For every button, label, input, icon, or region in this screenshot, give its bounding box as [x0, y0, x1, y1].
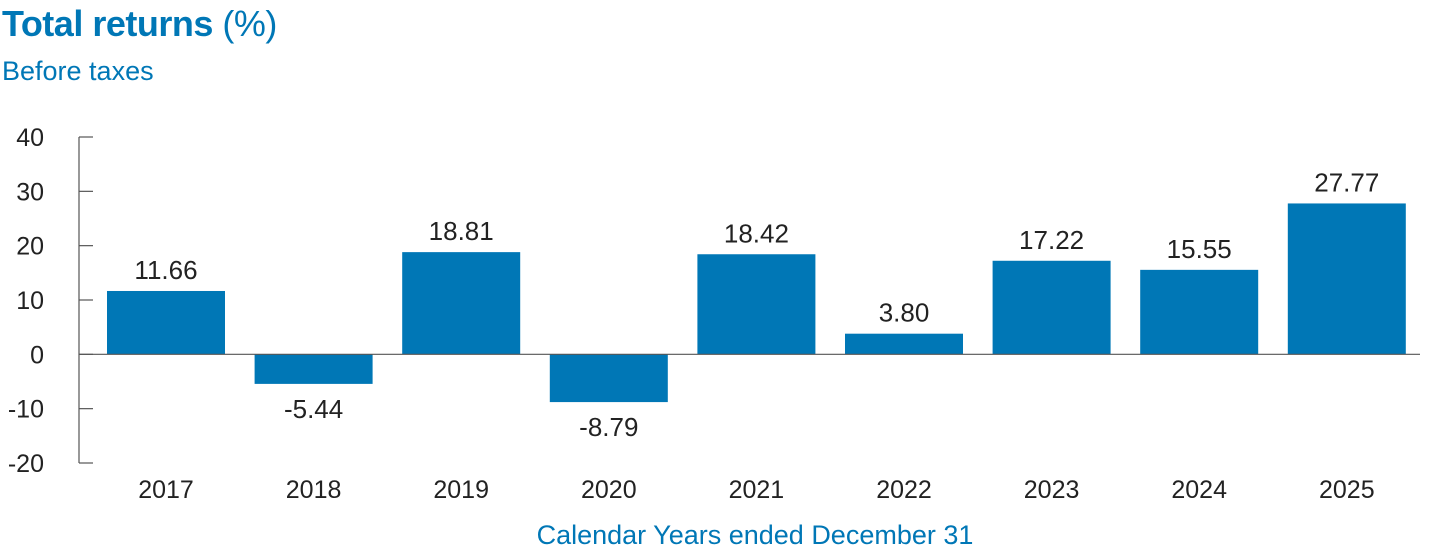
y-tick-label: 30	[16, 178, 44, 206]
y-tick-label: 10	[16, 287, 44, 315]
bars	[107, 203, 1406, 403]
x-axis: 2017 2018 2019 2020 2021 2022 2023 2024 2025	[138, 476, 1374, 504]
x-tick-label-2018: 2018	[286, 476, 342, 504]
y-tick-label: 40	[16, 124, 44, 152]
bar-2017	[107, 290, 225, 355]
x-tick-label-2025: 2025	[1319, 476, 1375, 504]
x-tick-label-2024: 2024	[1171, 476, 1227, 504]
data-labels: 11.66 -5.44 18.81 -8.79 18.42 3.80 17.22 15.55 2…	[134, 167, 1379, 442]
bar-2019	[402, 252, 521, 355]
title-block: Total returns (%) Before taxes	[2, 2, 277, 88]
y-tick-label: -20	[8, 450, 44, 478]
data-label-2023: 17.22	[1019, 225, 1084, 255]
bar-2024	[1140, 269, 1259, 355]
bar-2025	[1287, 203, 1406, 355]
data-label-2018: -5.44	[284, 394, 343, 424]
chart-subtitle: Before taxes	[2, 56, 154, 86]
data-label-2024: 15.55	[1167, 234, 1232, 264]
data-label-2025: 27.77	[1314, 167, 1379, 197]
data-label-2019: 18.81	[429, 216, 494, 246]
bar-2023	[992, 260, 1111, 355]
y-axis: 40 30 20 10 0 -10 -20	[8, 124, 93, 478]
chart-title-unit: (%)	[222, 3, 277, 44]
data-label-2022: 3.80	[879, 298, 930, 328]
chart-title-main: Total returns	[2, 3, 213, 44]
data-label-2017: 11.66	[134, 255, 197, 285]
bar-2018	[254, 354, 373, 384]
x-tick-label-2020: 2020	[581, 476, 637, 504]
x-tick-label-2023: 2023	[1024, 476, 1080, 504]
y-tick-label: -10	[8, 396, 44, 424]
x-tick-label-2022: 2022	[876, 476, 932, 504]
x-tick-label-2019: 2019	[433, 476, 489, 504]
bar-2021	[697, 254, 816, 355]
y-tick-label: 20	[16, 233, 44, 261]
data-label-2020: -8.79	[579, 412, 638, 442]
data-label-2021: 18.42	[724, 218, 789, 248]
x-tick-label-2017: 2017	[138, 476, 194, 504]
bar-2020	[549, 354, 668, 403]
x-axis-title: Calendar Years ended December 31	[537, 520, 974, 550]
bar-2022	[845, 333, 963, 355]
chart-title: Total returns (%)	[2, 2, 277, 46]
y-tick-label: 0	[30, 341, 44, 369]
x-tick-label-2021: 2021	[729, 476, 785, 504]
